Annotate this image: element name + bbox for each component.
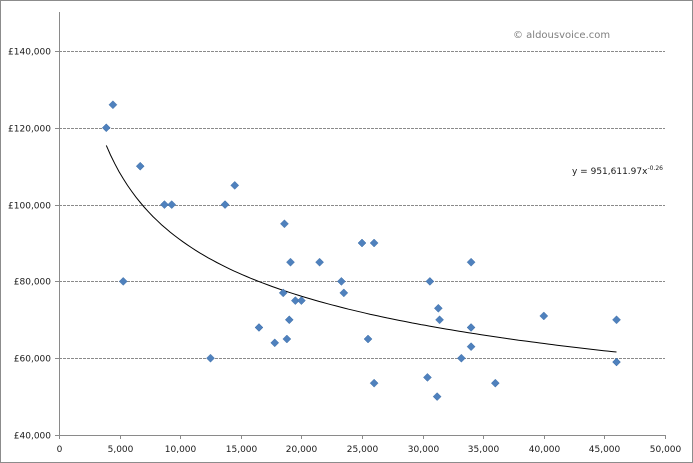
- data-point-marker: [280, 219, 289, 229]
- x-tick-label: 30,000: [408, 445, 440, 455]
- data-point-marker: [290, 296, 300, 305]
- data-point-marker: [612, 357, 621, 367]
- x-tick-label: 10,000: [165, 445, 197, 455]
- data-point-marker: [167, 200, 177, 209]
- data-point-marker: [278, 288, 288, 298]
- y-tick-label: £100,000: [8, 202, 51, 212]
- x-tick-label: 5,000: [108, 445, 134, 455]
- trendline-equation: y = 951,611.97x-0.26: [572, 165, 663, 177]
- watermark: © aldousvoice.com: [513, 30, 610, 41]
- x-tick-label: 0: [57, 445, 63, 455]
- data-point-marker: [490, 378, 500, 388]
- data-point-marker: [466, 257, 476, 267]
- data-point-marker: [363, 334, 373, 344]
- data-points: [101, 100, 621, 401]
- x-tick-label: 40,000: [529, 445, 561, 455]
- data-point-marker: [435, 315, 444, 325]
- data-point-marker: [432, 392, 442, 401]
- data-point-marker: [230, 181, 240, 190]
- y-tick-label: £60,000: [14, 355, 51, 365]
- x-tick-label: 45,000: [589, 445, 621, 455]
- data-point-marker: [254, 323, 264, 332]
- y-tick-label: £40,000: [14, 432, 51, 442]
- x-tick-label: 20,000: [286, 445, 318, 455]
- data-point-marker: [434, 303, 443, 313]
- data-point-marker: [270, 338, 280, 348]
- data-point-marker: [135, 161, 145, 171]
- trendline: [105, 145, 617, 353]
- x-tick-label: 50,000: [650, 445, 682, 455]
- data-point-marker: [369, 238, 379, 248]
- y-axis-tick-labels: £40,000 £60,000 £80,000 £100,000 £120,000 £14…: [8, 48, 51, 442]
- data-point-marker: [466, 342, 476, 352]
- y-tick-label: £120,000: [8, 125, 51, 135]
- x-tick-label: 25,000: [347, 445, 379, 455]
- x-tick-label: 15,000: [226, 445, 258, 455]
- data-point-marker: [457, 353, 466, 363]
- data-point-marker: [284, 315, 294, 325]
- data-point-marker: [101, 123, 111, 133]
- data-point-marker: [339, 288, 349, 298]
- data-point-marker: [369, 378, 379, 388]
- data-point-marker: [206, 353, 215, 363]
- data-point-marker: [337, 277, 346, 286]
- data-point-marker: [108, 100, 118, 110]
- x-axis-tick-labels: 0 5,000 10,000 15,000 20,000 25,000 30,000 35,0…: [57, 445, 682, 455]
- axes: [55, 12, 666, 439]
- data-point-marker: [612, 315, 621, 325]
- data-point-marker: [425, 277, 435, 286]
- data-point-marker: [423, 373, 432, 382]
- data-point-marker: [466, 323, 476, 332]
- data-point-marker: [286, 257, 295, 267]
- y-tick-label: £140,000: [8, 48, 51, 58]
- data-point-marker: [220, 200, 230, 209]
- data-point-marker: [357, 238, 367, 248]
- data-point-marker: [297, 296, 306, 305]
- y-tick-label: £80,000: [14, 278, 51, 288]
- data-point-marker: [118, 277, 128, 286]
- data-point-marker: [282, 334, 292, 344]
- gridlines: [59, 51, 665, 359]
- data-point-marker: [315, 257, 324, 267]
- data-point-marker: [539, 311, 549, 321]
- data-point-marker: [160, 200, 169, 209]
- x-tick-label: 35,000: [468, 445, 500, 455]
